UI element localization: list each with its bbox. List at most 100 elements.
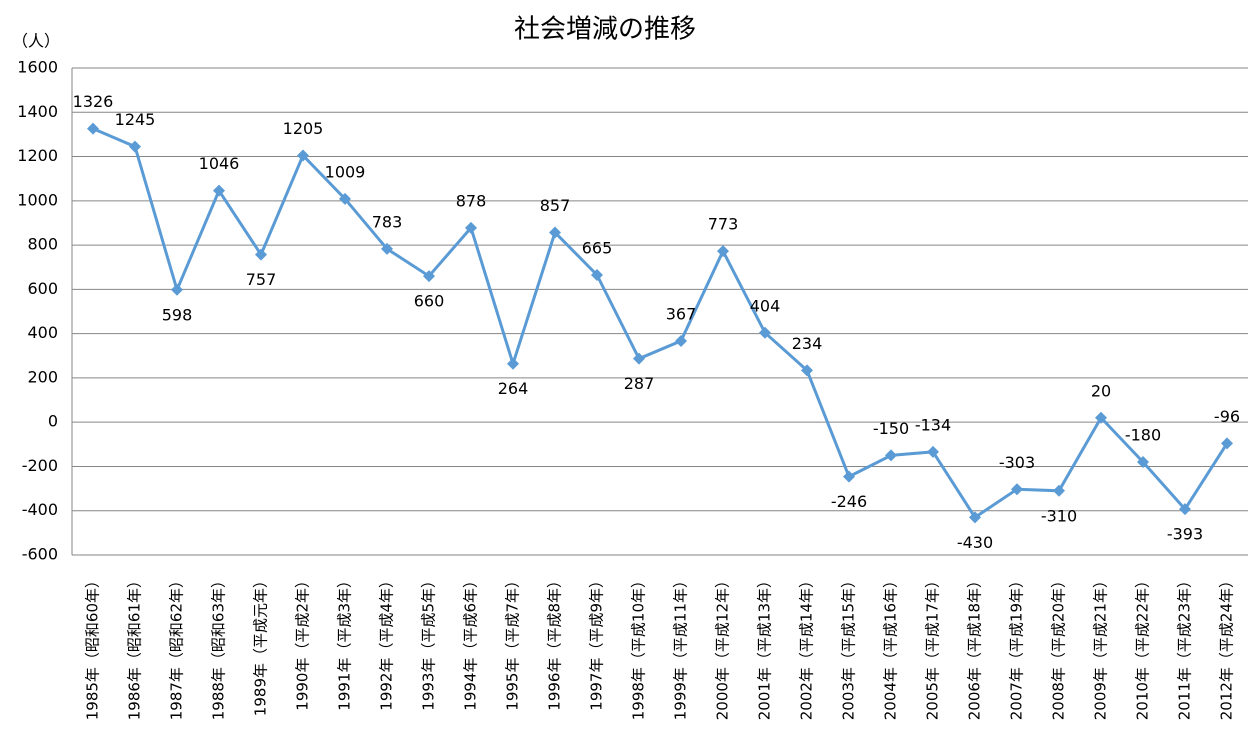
- data-label: -310: [1041, 506, 1077, 525]
- x-tick-label: 2001年（平成13年）: [756, 573, 774, 720]
- marker: [591, 268, 603, 281]
- x-tick-label: 2005年（平成17年）: [924, 573, 942, 720]
- data-label: -393: [1167, 525, 1203, 544]
- y-tick-label: -200: [22, 456, 58, 475]
- y-tick-label: 1000: [17, 190, 58, 209]
- data-label: -303: [999, 453, 1035, 472]
- marker: [465, 221, 477, 234]
- marker: [171, 283, 183, 296]
- x-tick-label: 1985年（昭和60年）: [84, 573, 102, 720]
- marker: [213, 184, 225, 197]
- marker: [843, 470, 855, 483]
- data-label: 598: [162, 305, 193, 324]
- data-label: 857: [540, 196, 571, 215]
- x-tick-label: 2002年（平成14年）: [798, 573, 816, 720]
- x-tick-label: 1995年（平成7年）: [504, 573, 522, 711]
- y-tick-label: 800: [27, 235, 58, 254]
- marker: [633, 352, 645, 365]
- marker: [717, 245, 729, 258]
- data-label: 404: [750, 296, 781, 315]
- data-label: -96: [1214, 407, 1240, 426]
- marker: [675, 334, 687, 347]
- x-tick-label: 2012年（平成24年）: [1218, 573, 1236, 720]
- x-tick-label: 1999年（平成11年）: [672, 573, 690, 720]
- data-label: 1245: [115, 110, 156, 129]
- marker: [969, 511, 981, 524]
- chart-title: 社会増減の推移: [514, 15, 696, 45]
- data-label: -150: [873, 419, 909, 438]
- data-label: 665: [582, 238, 613, 257]
- y-tick-label: 400: [27, 323, 58, 342]
- x-tick-label: 1994年（平成6年）: [462, 573, 480, 711]
- x-tick-label: 2008年（平成20年）: [1050, 573, 1068, 720]
- x-tick-label: 1991年（平成3年）: [336, 573, 354, 711]
- data-label: 783: [372, 212, 403, 231]
- data-label: 660: [414, 292, 445, 311]
- marker: [507, 357, 519, 370]
- marker: [549, 226, 561, 239]
- data-label: 20: [1091, 381, 1111, 400]
- x-tick-label: 1987年（昭和62年）: [168, 573, 186, 720]
- marker: [129, 140, 141, 153]
- data-label: 367: [666, 304, 697, 323]
- data-label: -246: [831, 492, 867, 511]
- data-label: -134: [915, 415, 951, 434]
- x-tick-label: 1998年（平成10年）: [630, 573, 648, 720]
- x-tick-label: 2009年（平成21年）: [1092, 573, 1110, 720]
- x-tick-label: 2011年（平成23年）: [1176, 573, 1194, 720]
- x-tick-label: 2003年（平成15年）: [840, 573, 858, 720]
- marker: [927, 445, 939, 458]
- data-label: 878: [456, 191, 487, 210]
- data-label: 757: [246, 270, 277, 289]
- x-tick-label: 1992年（平成4年）: [378, 573, 396, 711]
- y-tick-label: 0: [48, 412, 58, 431]
- data-label: 1046: [199, 154, 240, 173]
- marker: [801, 364, 813, 377]
- x-tick-label: 2006年（平成18年）: [966, 573, 984, 720]
- marker: [885, 449, 897, 462]
- x-tick-label: 1990年（平成2年）: [294, 573, 312, 711]
- line: [92, 127, 1229, 520]
- marker: [255, 248, 267, 261]
- y-tick-label: -400: [22, 500, 58, 519]
- marker: [87, 122, 99, 135]
- data-label: 1009: [325, 162, 366, 181]
- x-tick-label: 1986年（昭和61年）: [126, 573, 144, 720]
- x-tick-label: 1996年（平成8年）: [546, 573, 564, 711]
- marker: [339, 192, 351, 205]
- data-label: 1205: [283, 119, 324, 138]
- x-tick-label: 1993年（平成5年）: [420, 573, 438, 711]
- marker: [1179, 503, 1191, 516]
- x-tick-label: 1989年（平成元年）: [252, 573, 270, 716]
- marker: [759, 326, 771, 339]
- marker: [1221, 437, 1233, 450]
- x-tick-label: 1988年（昭和63年）: [210, 573, 228, 720]
- data-label: 287: [624, 374, 655, 393]
- marker: [1095, 411, 1107, 424]
- marker: [1011, 483, 1023, 496]
- marker: [1137, 456, 1149, 469]
- marker: [297, 149, 309, 162]
- marker: [423, 270, 435, 283]
- data-label: 234: [792, 334, 823, 353]
- y-tick-label: 600: [27, 279, 58, 298]
- y-tick-label: -600: [22, 545, 58, 564]
- data-label: 1326: [73, 92, 114, 111]
- x-tick-label: 2000年（平成12年）: [714, 573, 732, 720]
- data-label: -180: [1125, 426, 1161, 445]
- x-tick-label: 2004年（平成16年）: [882, 573, 900, 720]
- x-tick-label: 1997年（平成9年）: [588, 573, 606, 711]
- data-label: -430: [957, 533, 993, 552]
- y-tick-label: 200: [27, 367, 58, 386]
- y-tick-label: 1600: [17, 58, 58, 77]
- data-label: 264: [498, 379, 529, 398]
- y-tick-label: 1200: [17, 146, 58, 165]
- x-tick-label: 2007年（平成19年）: [1008, 573, 1026, 720]
- marker: [381, 242, 393, 255]
- data-label: 773: [708, 215, 739, 234]
- y-axis-unit: （人）: [12, 32, 60, 51]
- y-tick-label: 1400: [17, 102, 58, 121]
- marker: [1053, 484, 1065, 497]
- x-tick-label: 2010年（平成22年）: [1134, 573, 1152, 720]
